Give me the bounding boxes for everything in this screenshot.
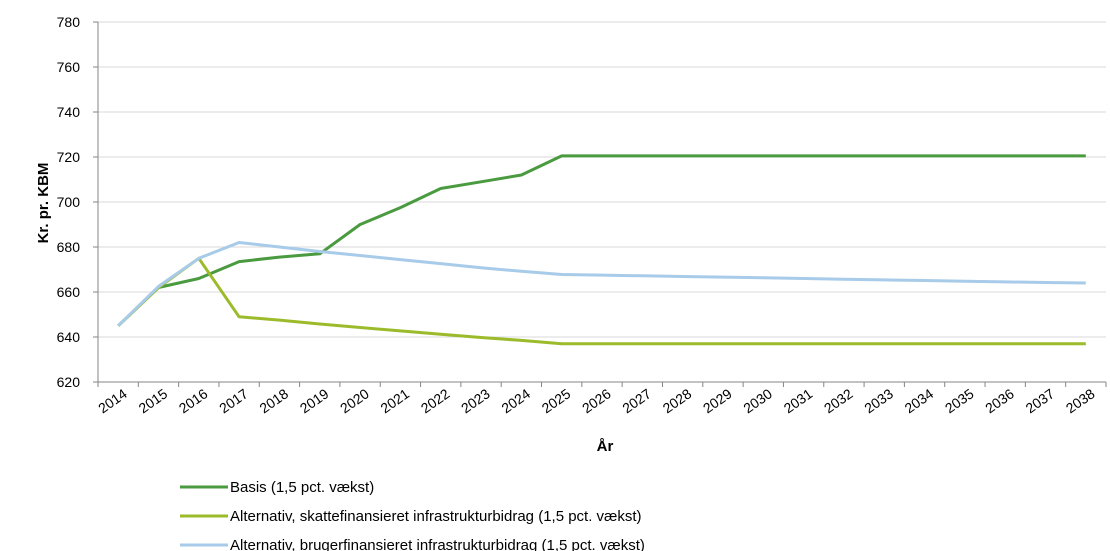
legend-label-1: Basis (1,5 pct. vækst) xyxy=(230,479,374,496)
x-axis-title: År xyxy=(597,438,614,455)
y-tick-label: 760 xyxy=(57,59,81,75)
y-tick-label: 680 xyxy=(57,239,81,255)
series-line-2 xyxy=(117,256,1086,346)
legend-label-3: Alternativ, brugerfinansieret infrastruk… xyxy=(230,537,645,551)
y-tick-label: 740 xyxy=(57,104,81,120)
series-line-1 xyxy=(117,154,1086,327)
series-line-3 xyxy=(117,241,1086,327)
x-tick-label: 2038 xyxy=(1063,385,1098,416)
x-tick-label: 2027 xyxy=(619,385,654,416)
x-tick-label: 2026 xyxy=(579,385,614,416)
y-tick-label: 780 xyxy=(57,14,81,30)
x-tick-label: 2031 xyxy=(781,385,816,416)
x-tick-label: 2034 xyxy=(902,385,937,416)
x-tick-label: 2028 xyxy=(660,385,695,416)
series-lines xyxy=(117,154,1086,346)
y-axis-title: Kr. pr. KBM xyxy=(35,163,52,244)
x-tick-label: 2021 xyxy=(377,385,412,416)
x-axis-ticks: 2014 2015 2016 2017 2018 2019 2020 2021 2022 2023… xyxy=(95,382,1107,416)
x-tick-label: 2016 xyxy=(176,385,211,416)
y-tick-label: 720 xyxy=(57,149,81,165)
x-tick-label: 2036 xyxy=(982,385,1017,416)
x-tick-label: 2025 xyxy=(539,385,574,416)
legend: Basis (1,5 pct. vækst) Alternativ, skatte… xyxy=(180,479,645,551)
y-tick-label: 660 xyxy=(57,284,81,300)
x-tick-label: 2023 xyxy=(458,385,493,416)
x-tick-label: 2037 xyxy=(1023,385,1058,416)
x-tick-label: 2017 xyxy=(216,385,251,416)
y-tick-label: 620 xyxy=(57,374,81,390)
x-tick-label: 2033 xyxy=(861,385,896,416)
x-tick-label: 2024 xyxy=(498,385,533,416)
x-tick-label: 2020 xyxy=(337,385,372,416)
x-tick-label: 2029 xyxy=(700,385,735,416)
x-tick-label: 2014 xyxy=(95,385,130,416)
y-axis-ticks: 620 640 660 680 700 720 740 760 780 xyxy=(57,14,98,390)
x-tick-label: 2022 xyxy=(418,385,453,416)
legend-label-2: Alternativ, skattefinansieret infrastruk… xyxy=(230,508,642,525)
x-tick-label: 2018 xyxy=(256,385,291,416)
x-tick-label: 2035 xyxy=(942,385,977,416)
x-tick-label: 2015 xyxy=(136,385,171,416)
y-tick-label: 700 xyxy=(57,194,81,210)
x-tick-label: 2030 xyxy=(740,385,775,416)
y-tick-label: 640 xyxy=(57,329,81,345)
gridlines xyxy=(98,21,1106,338)
x-tick-label: 2019 xyxy=(297,385,332,416)
x-tick-label: 2032 xyxy=(821,385,856,416)
